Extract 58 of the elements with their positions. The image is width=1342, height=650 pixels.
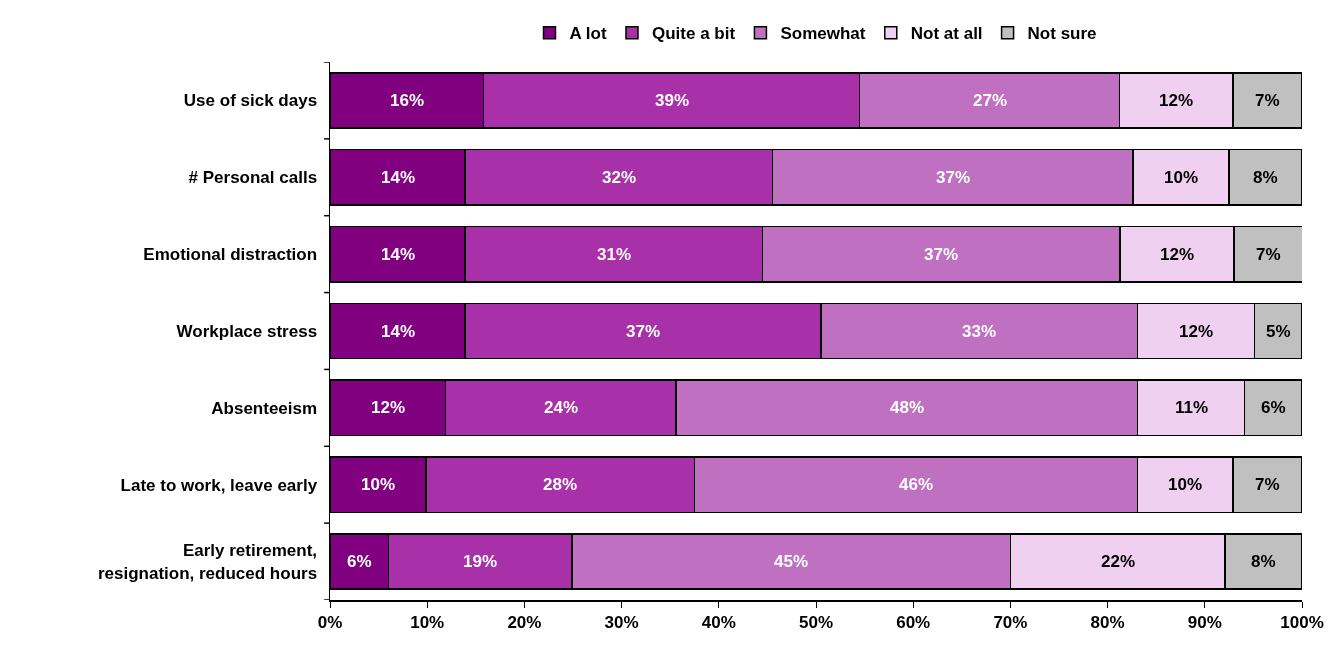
data-label: 27% bbox=[973, 91, 1008, 110]
data-label: 12% bbox=[1179, 322, 1214, 341]
y-tick-label: # Personal calls bbox=[188, 168, 318, 188]
data-label: 6% bbox=[347, 552, 372, 571]
data-label: 7% bbox=[1255, 475, 1280, 494]
data-label: 12% bbox=[1159, 91, 1194, 110]
data-label: 6% bbox=[1261, 398, 1286, 417]
legend-label: A lot bbox=[569, 24, 607, 44]
data-label: 19% bbox=[463, 552, 498, 571]
legend-label: Not at all bbox=[910, 24, 983, 44]
data-label: 7% bbox=[1255, 91, 1280, 110]
data-label: 48% bbox=[890, 398, 925, 417]
data-label: 24% bbox=[544, 398, 579, 417]
x-tick-label: 50% bbox=[798, 612, 834, 632]
y-tick-label: Workplace stress bbox=[176, 321, 318, 341]
data-label: 12% bbox=[1160, 245, 1195, 264]
data-label: 37% bbox=[626, 322, 661, 341]
data-label: 10% bbox=[361, 475, 396, 494]
x-tick-label: 60% bbox=[896, 612, 931, 632]
data-label: 33% bbox=[962, 322, 997, 341]
data-label: 14% bbox=[381, 322, 416, 341]
data-label: 7% bbox=[1256, 245, 1281, 264]
legend-label: Somewhat bbox=[780, 24, 866, 44]
x-tick-label: 40% bbox=[701, 612, 736, 632]
y-tick-label: Emotional distraction bbox=[143, 245, 318, 265]
data-label: 10% bbox=[1164, 168, 1199, 187]
data-label: 8% bbox=[1251, 552, 1276, 571]
data-label: 37% bbox=[936, 168, 971, 187]
data-label: 5% bbox=[1266, 322, 1291, 341]
y-tick-label: Absenteeism bbox=[211, 398, 318, 418]
x-tick-label: 30% bbox=[604, 612, 639, 632]
data-label: 28% bbox=[543, 475, 578, 494]
data-label: 31% bbox=[597, 245, 632, 264]
data-label: 37% bbox=[924, 245, 959, 264]
data-label: 22% bbox=[1101, 552, 1136, 571]
data-label: 14% bbox=[381, 245, 416, 264]
data-label: 10% bbox=[1168, 475, 1203, 494]
legend-label: Not sure bbox=[1027, 24, 1097, 44]
x-tick-label: 10% bbox=[410, 612, 445, 632]
x-tick-label: 20% bbox=[507, 612, 542, 632]
x-tick-label: 70% bbox=[993, 612, 1028, 632]
legend-label: Quite a bit bbox=[651, 24, 736, 44]
y-tick-label: Use of sick days bbox=[183, 91, 318, 111]
x-tick-label: 100% bbox=[1280, 612, 1324, 632]
x-tick-label: 90% bbox=[1187, 612, 1222, 632]
data-label: 46% bbox=[899, 475, 934, 494]
x-tick-label: 80% bbox=[1090, 612, 1125, 632]
data-label: 32% bbox=[602, 168, 637, 187]
data-label: 39% bbox=[655, 91, 690, 110]
data-label: 45% bbox=[774, 552, 809, 571]
data-label: 11% bbox=[1175, 398, 1209, 417]
x-tick-label: 0% bbox=[317, 612, 343, 632]
data-label: 16% bbox=[390, 91, 425, 110]
data-label: 8% bbox=[1253, 168, 1278, 187]
y-tick-label: Early retirement, resignation, reduced hours bbox=[97, 541, 318, 583]
data-label: 12% bbox=[371, 398, 406, 417]
data-label: 14% bbox=[381, 168, 416, 187]
y-tick-label: Late to work, leave early bbox=[120, 475, 318, 495]
